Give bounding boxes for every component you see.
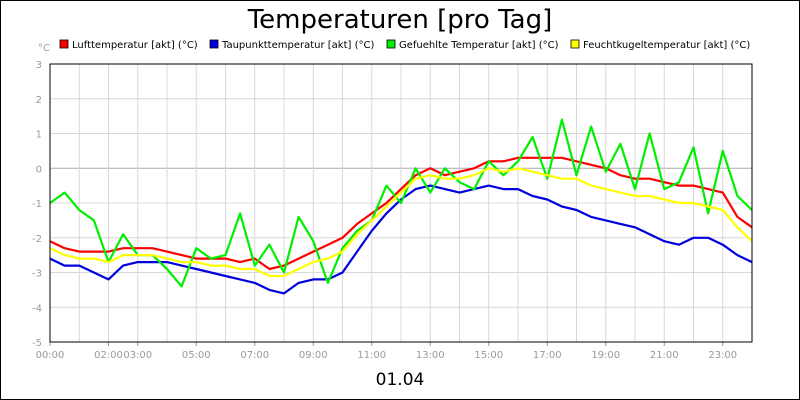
legend-label-3: Feuchtkugeltemperatur [akt] (°C) <box>583 40 750 51</box>
x-tick-label: 19:00 <box>591 350 620 361</box>
y-unit-label: °C <box>38 43 50 54</box>
plot-area <box>49 63 753 343</box>
x-tick-label: 03:00 <box>123 350 152 361</box>
y-tick-label: -4 <box>32 303 42 314</box>
y-tick-label: 2 <box>36 95 42 106</box>
x-axis-ticks: 00:00 02:00 03:00 05:00 07:00 09:00 11:00 13:00… <box>36 342 737 361</box>
x-tick-label: 09:00 <box>299 350 328 361</box>
x-tick-label: 00:00 <box>36 350 65 361</box>
legend-swatch-0 <box>59 39 69 49</box>
x-tick-label: 11:00 <box>357 350 386 361</box>
date-label: 01.04 <box>376 370 425 390</box>
series-line-1 <box>49 184 753 295</box>
y-tick-label: 1 <box>36 130 42 141</box>
series-line-0 <box>49 156 753 271</box>
y-tick-label: -1 <box>32 199 42 210</box>
legend-swatch-2 <box>386 39 396 49</box>
x-tick-label: 07:00 <box>240 350 269 361</box>
x-tick-label: 21:00 <box>650 350 679 361</box>
legend: Lufttemperatur [akt] (°C) Taupunkttempera… <box>59 39 750 51</box>
legend-swatch-1 <box>209 39 219 49</box>
legend-label-0: Lufttemperatur [akt] (°C) <box>72 40 198 51</box>
series-line-2 <box>49 118 753 288</box>
y-tick-label: -3 <box>32 269 42 280</box>
series-line-3 <box>49 167 753 278</box>
y-tick-label: -2 <box>32 234 42 245</box>
series-lines <box>49 118 753 295</box>
x-tick-label: 17:00 <box>533 350 562 361</box>
x-tick-label: 02:00 <box>94 350 123 361</box>
legend-swatch-3 <box>570 39 580 49</box>
y-tick-label: 3 <box>36 60 42 71</box>
x-tick-label: 13:00 <box>416 350 445 361</box>
x-tick-label: 05:00 <box>182 350 211 361</box>
x-tick-label: 15:00 <box>474 350 503 361</box>
y-tick-label: -5 <box>32 338 42 349</box>
y-tick-label: 0 <box>36 164 42 175</box>
y-axis-ticks: -5 -4 -3 -2 -1 0 1 2 3 <box>32 60 42 349</box>
legend-label-1: Taupunkttemperatur [akt] (°C) <box>221 40 374 51</box>
x-tick-label: 23:00 <box>708 350 737 361</box>
chart-title: Temperaturen [pro Tag] <box>247 5 553 35</box>
legend-label-2: Gefuehlte Temperatur [akt] (°C) <box>399 40 559 51</box>
